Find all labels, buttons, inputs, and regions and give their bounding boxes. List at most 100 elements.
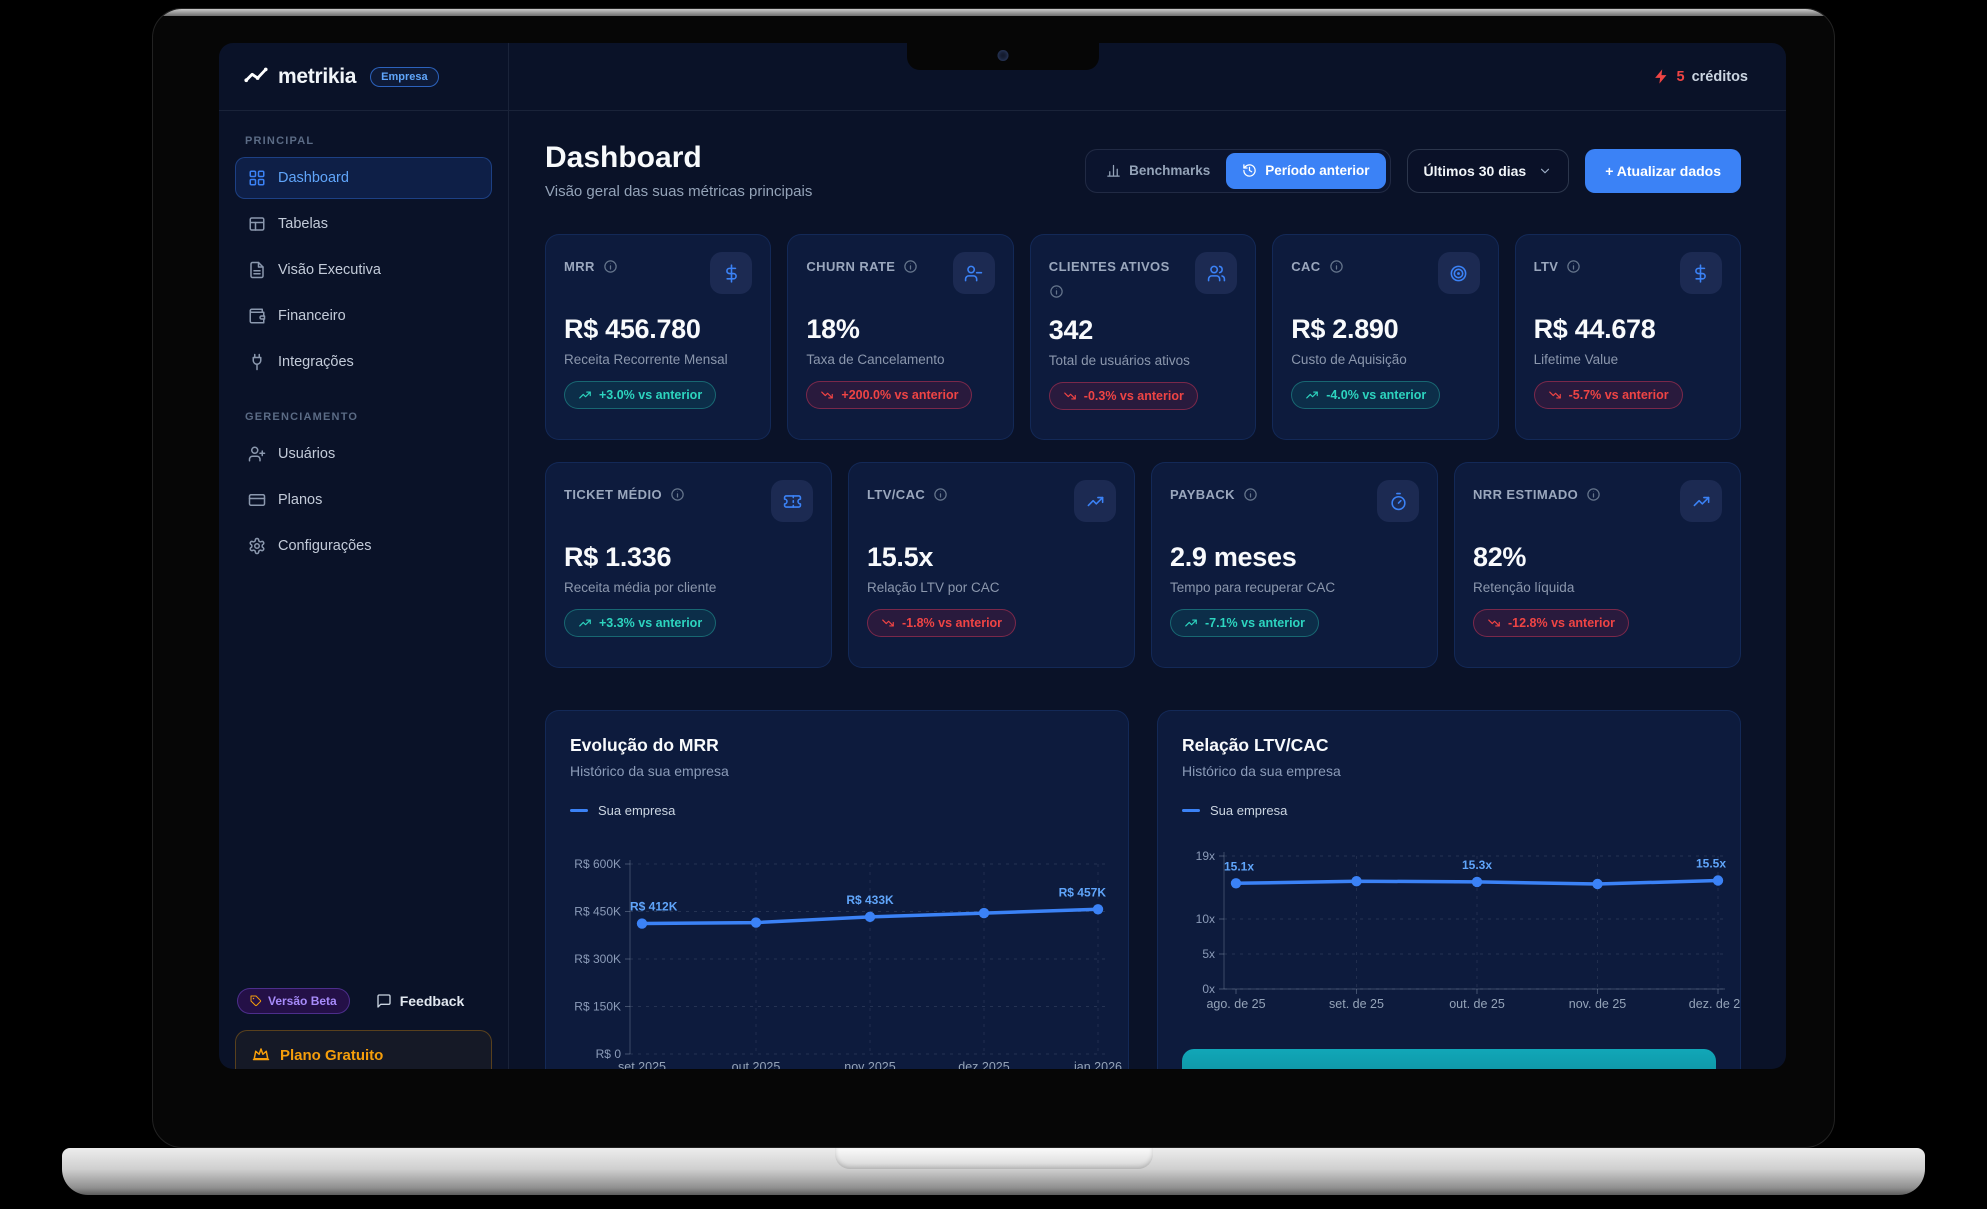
chart-title: Evolução do MRR xyxy=(570,735,719,755)
page-subtitle: Visão geral das suas métricas principais xyxy=(545,183,813,200)
metric-trend-badge: -5.7% vs anterior xyxy=(1533,381,1683,409)
chart-subtitle: Histórico da sua empresa xyxy=(1182,763,1341,779)
metric-title: TICKET MÉDIO xyxy=(564,487,662,502)
sidebar-item-configura-es[interactable]: Configurações xyxy=(235,525,492,567)
info-icon[interactable] xyxy=(933,487,948,502)
target-icon xyxy=(1437,252,1480,294)
metric-title: NRR ESTIMADO xyxy=(1473,487,1579,502)
trend-icon xyxy=(578,616,592,630)
laptop-base-notch xyxy=(834,1148,1153,1169)
metric-card-churn-rate: CHURN RATE 18% Taxa de Cancelamento +200… xyxy=(787,234,1014,440)
metric-trend-text: -5.7% vs anterior xyxy=(1568,388,1669,402)
sidebar-item-planos[interactable]: Planos xyxy=(235,479,492,521)
beta-badge-label: Versão Beta xyxy=(268,994,337,1008)
trend-icon xyxy=(578,388,592,402)
info-icon[interactable] xyxy=(1243,487,1258,502)
trend-icon xyxy=(1548,388,1562,402)
sidebar-item-vis-o-executiva[interactable]: Visão Executiva xyxy=(235,249,492,291)
metric-title: LTV/CAC xyxy=(867,487,926,502)
svg-text:10x: 10x xyxy=(1196,912,1215,926)
trend-icon xyxy=(1487,616,1501,630)
previous-period-toggle[interactable]: Período anterior xyxy=(1226,152,1386,189)
metric-trend-badge: +200.0% vs anterior xyxy=(806,381,973,409)
stopwatch-icon xyxy=(1377,480,1419,522)
metric-trend-text: +3.3% vs anterior xyxy=(599,616,703,630)
sidebar-item-integra-es[interactable]: Integrações xyxy=(235,341,492,383)
info-icon[interactable] xyxy=(903,259,918,274)
page-title: Dashboard xyxy=(545,141,702,174)
metric-value: 82% xyxy=(1473,542,1527,572)
metric-trend-badge: +3.3% vs anterior xyxy=(564,609,717,637)
info-icon[interactable] xyxy=(1329,259,1344,274)
metric-title: CAC xyxy=(1291,259,1321,274)
brand: metrikia Empresa xyxy=(219,43,509,110)
info-icon[interactable] xyxy=(603,259,618,274)
metric-value: 342 xyxy=(1048,314,1093,345)
line-chart: 19x 10x 5x 0x 15.1x 15.3x 15.5x ago. de 25 set. … xyxy=(1196,849,1740,1011)
sidebar-item-financeiro[interactable]: Financeiro xyxy=(235,295,492,337)
plan-card[interactable]: Plano Gratuito Gerenciar plano xyxy=(235,1030,492,1069)
metric-value: R$ 44.678 xyxy=(1533,314,1656,344)
metric-title: CLIENTES ATIVOS xyxy=(1048,259,1170,274)
metric-card-ticket-m-dio: TICKET MÉDIO R$ 1.336 Receita média por … xyxy=(545,462,832,668)
chart-subtitle: Histórico da sua empresa xyxy=(570,763,729,779)
info-icon[interactable] xyxy=(1566,259,1581,274)
benchmarks-toggle[interactable]: Benchmarks xyxy=(1090,153,1226,189)
svg-text:5x: 5x xyxy=(1202,947,1215,961)
brand-name: metrikia xyxy=(278,64,357,88)
metric-subtitle: Relação LTV por CAC xyxy=(867,580,1000,595)
sidebar-item-label: Configurações xyxy=(278,538,372,554)
date-range-select[interactable]: Últimos 30 dias xyxy=(1406,148,1570,193)
legend-label: Sua empresa xyxy=(1210,803,1288,818)
teal-banner xyxy=(1182,1049,1716,1069)
svg-text:15.3x: 15.3x xyxy=(1462,858,1492,872)
sidebar-item-label: Dashboard xyxy=(278,170,349,186)
sidebar-bottom: Versão Beta Feedback Plano Gratuito xyxy=(235,988,492,1069)
svg-text:R$ 412K: R$ 412K xyxy=(630,900,678,914)
credits-label: créditos xyxy=(1691,68,1748,85)
metric-trend-text: -1.8% vs anterior xyxy=(902,616,1003,630)
info-icon[interactable] xyxy=(670,487,685,502)
metric-card-nrr-estimado: NRR ESTIMADO 82% Retenção líquida -12.8%… xyxy=(1454,462,1741,668)
metric-trend-badge: -12.8% vs anterior xyxy=(1473,609,1629,637)
metric-trend-badge: -4.0% vs anterior xyxy=(1291,381,1441,409)
credit-card-icon xyxy=(248,491,266,509)
workspace-badge: Empresa xyxy=(370,66,439,87)
svg-text:19x: 19x xyxy=(1196,849,1215,863)
metric-card-cac: CAC R$ 2.890 Custo de Aquisição -4.0% vs… xyxy=(1272,234,1499,440)
sidebar-item-tabelas[interactable]: Tabelas xyxy=(235,203,492,245)
chevron-down-icon xyxy=(1538,164,1552,178)
dollar-icon xyxy=(710,252,753,294)
svg-text:R$ 433K: R$ 433K xyxy=(846,893,894,907)
svg-text:jan 2026: jan 2026 xyxy=(1073,1060,1122,1069)
svg-text:R$ 600K: R$ 600K xyxy=(574,857,621,871)
trend-icon xyxy=(820,388,834,402)
line-chart: R$ 600K R$ 450K R$ 300K R$ 150K R$ 0 R$ 412K R… xyxy=(574,857,1122,1069)
view-toggle: Benchmarks Período anterior xyxy=(1085,148,1391,193)
grid-icon xyxy=(248,169,266,187)
users-icon xyxy=(1195,252,1238,294)
bolt-icon xyxy=(1653,68,1670,85)
crown-icon xyxy=(252,1046,270,1064)
file-text-icon xyxy=(248,261,266,279)
info-icon[interactable] xyxy=(1049,284,1064,299)
feedback-button[interactable]: Feedback xyxy=(370,992,471,1010)
sidebar-item-label: Tabelas xyxy=(278,216,328,232)
trend-icon xyxy=(1063,389,1077,403)
metric-value: 2.9 meses xyxy=(1170,542,1297,572)
charts-row: Evolução do MRR Histórico da sua empresa S… xyxy=(545,710,1741,1069)
credits-count: 5 xyxy=(1676,68,1685,85)
refresh-data-button[interactable]: + Atualizar dados xyxy=(1585,148,1741,193)
sidebar-item-label: Integrações xyxy=(278,354,354,370)
metric-trend-text: -4.0% vs anterior xyxy=(1326,388,1427,402)
sidebar-item-label: Financeiro xyxy=(278,308,346,324)
metric-subtitle: Total de usuários ativos xyxy=(1048,352,1190,368)
user-minus-icon xyxy=(952,252,995,294)
table-icon xyxy=(248,215,266,233)
sidebar-item-label: Usuários xyxy=(278,446,336,462)
sidebar-item-dashboard[interactable]: Dashboard xyxy=(235,157,492,199)
svg-text:R$ 450K: R$ 450K xyxy=(574,905,621,919)
info-icon[interactable] xyxy=(1586,487,1601,502)
sidebar-item-usu-rios[interactable]: Usuários xyxy=(235,433,492,475)
